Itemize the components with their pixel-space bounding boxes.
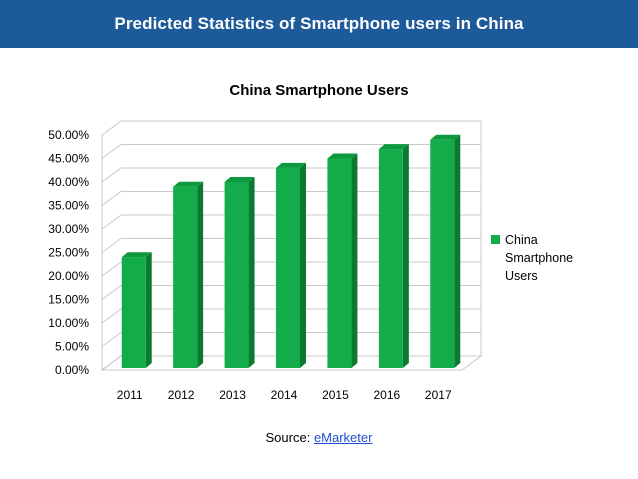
x-tick-label: 2014 [271,388,298,402]
gridline [101,308,481,324]
y-tick-label: 20.00% [48,269,89,283]
bar-side-2011 [145,252,152,368]
source-link-emarketer[interactable]: eMarketer [313,430,373,445]
gridline [101,285,481,300]
chart-title: China Smartphone Users [229,82,408,99]
bar-side-2012 [197,181,204,368]
bar-2015 [327,158,352,368]
gridline [101,214,481,230]
gridline [101,191,481,206]
bar-top-2014 [276,162,306,168]
legend-label: China [505,233,538,247]
x-tick-label: 2015 [322,388,349,402]
y-tick-label: 50.00% [48,128,89,142]
y-tick-label: 45.00% [48,152,89,166]
x-tick-label: 2011 [117,388,143,402]
x-tick-label: 2013 [219,388,246,402]
legend-label: Smartphone [505,251,573,265]
bar-side-2017 [454,134,461,368]
bar-top-2013 [224,177,255,182]
bar-2014 [276,167,300,368]
gridline [101,332,481,347]
legend-label: Users [505,269,538,283]
slide-title: Predicted Statistics of Smartphone users… [114,14,524,33]
bar-side-2015 [351,153,358,368]
y-tick-label: 40.00% [48,175,89,189]
bar-2011 [121,257,146,368]
y-tick-label: 10.00% [48,316,89,330]
y-tick-label: 30.00% [48,222,89,236]
y-tick-label: 35.00% [48,199,89,213]
y-tick-label: 25.00% [48,246,89,260]
bar-side-2013 [248,177,255,368]
legend-swatch [491,235,500,244]
gridline [101,238,481,253]
x-tick-label: 2016 [374,388,401,402]
gridline [101,120,481,136]
bar-2016 [378,149,403,368]
bar-top-2016 [378,144,409,150]
bar-top-2012 [173,181,204,187]
y-tick-label: 5.00% [55,340,89,354]
x-tick-label: 2017 [425,388,452,402]
source-line: Source: eMarketer [0,430,638,445]
bar-2017 [430,139,455,368]
bar-top-2017 [430,134,461,140]
bar-side-2014 [300,162,306,368]
slide-header: Predicted Statistics of Smartphone users… [0,0,638,48]
bar-top-2011 [121,252,152,258]
bar-2012 [173,186,198,368]
source-label: Source: [265,430,314,445]
chart-floor [100,355,483,371]
gridline [101,167,481,183]
gridline [101,144,481,159]
y-tick-label: 15.00% [48,293,89,307]
y-tick-label: 0.00% [55,363,89,377]
bar-top-2015 [327,153,358,159]
x-tick-label: 2012 [168,388,195,402]
gridline [101,261,481,277]
bar-2013 [224,182,249,368]
bar-side-2016 [402,144,409,368]
